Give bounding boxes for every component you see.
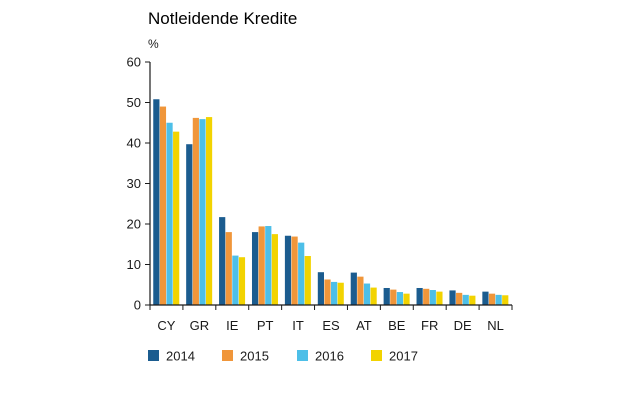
bar-be-2014 xyxy=(383,287,390,305)
bar-it-2015 xyxy=(291,236,298,305)
bar-at-2017 xyxy=(370,287,377,305)
bar-cy-2016 xyxy=(166,122,173,305)
legend-label-2015: 2015 xyxy=(240,349,269,364)
bar-nl-2015 xyxy=(488,293,496,305)
x-tick-label: DE xyxy=(454,318,472,333)
x-tick-label: IT xyxy=(292,318,304,333)
bar-gr-2015 xyxy=(192,117,199,305)
x-tick-label: AT xyxy=(356,318,372,333)
bar-fr-2016 xyxy=(429,290,436,305)
y-axis: 0 10 20 30 40 50 60 xyxy=(127,55,150,313)
bar-cy-2014 xyxy=(153,99,160,305)
x-axis: CY GR IE PT IT ES AT BE FR DE NL xyxy=(149,305,513,333)
bar-it-2017 xyxy=(304,255,311,305)
bar-cy-2017 xyxy=(173,131,180,305)
legend-label-2014: 2014 xyxy=(166,349,195,364)
bar-gr-2014 xyxy=(186,144,193,305)
x-tick-label: BE xyxy=(388,318,406,333)
bar-fr-2014 xyxy=(416,287,423,305)
legend-swatch-2017 xyxy=(371,350,382,361)
bar-ie-2016 xyxy=(232,255,239,305)
bar-ie-2015 xyxy=(225,232,232,305)
x-tick-label: FR xyxy=(421,318,438,333)
y-tick-label: 60 xyxy=(127,55,141,70)
bar-es-2015 xyxy=(324,279,331,305)
bar-fr-2015 xyxy=(423,288,430,305)
bars-group xyxy=(153,99,509,305)
bar-pt-2015 xyxy=(258,226,265,305)
y-tick-label: 40 xyxy=(127,136,141,151)
bar-es-2014 xyxy=(317,272,324,305)
legend-swatch-2015 xyxy=(222,350,233,361)
bar-es-2017 xyxy=(337,282,344,305)
bar-de-2015 xyxy=(456,292,463,305)
y-tick-label: 10 xyxy=(127,257,141,272)
bar-gr-2016 xyxy=(199,119,206,305)
bar-fr-2017 xyxy=(436,291,443,305)
bar-de-2016 xyxy=(462,294,469,305)
bar-at-2014 xyxy=(350,272,357,305)
bar-nl-2017 xyxy=(502,295,509,305)
bar-at-2016 xyxy=(363,283,371,305)
x-tick-label: CY xyxy=(157,318,175,333)
bar-gr-2017 xyxy=(205,117,213,305)
x-tick-label: GR xyxy=(190,318,210,333)
bar-at-2015 xyxy=(357,276,364,305)
legend-label-2017: 2017 xyxy=(389,349,418,364)
x-tick-label: ES xyxy=(322,318,340,333)
y-tick-label: 20 xyxy=(127,217,141,232)
chart-title: Notleidende Kredite xyxy=(148,9,297,28)
bar-pt-2016 xyxy=(265,226,272,305)
legend-swatch-2016 xyxy=(297,350,308,361)
legend-label-2016: 2016 xyxy=(315,349,344,364)
bar-cy-2015 xyxy=(159,106,167,305)
bar-it-2016 xyxy=(298,242,305,305)
bar-it-2014 xyxy=(284,235,292,305)
bar-be-2017 xyxy=(403,293,410,305)
x-tick-label: IE xyxy=(226,318,239,333)
y-axis-unit-label: % xyxy=(148,37,159,51)
bar-es-2016 xyxy=(331,281,338,305)
x-tick-label: NL xyxy=(487,318,504,333)
bar-ie-2017 xyxy=(238,257,246,305)
x-tick-label: PT xyxy=(257,318,274,333)
legend-swatch-2014 xyxy=(148,350,159,361)
legend: 2014 2015 2016 2017 xyxy=(148,349,418,364)
bar-ie-2014 xyxy=(219,217,226,305)
bar-pt-2014 xyxy=(251,232,259,305)
y-tick-label: 50 xyxy=(127,95,141,110)
bar-nl-2016 xyxy=(495,294,502,305)
bar-pt-2017 xyxy=(271,234,278,305)
bar-be-2016 xyxy=(396,292,404,305)
y-tick-label: 30 xyxy=(127,176,141,191)
bar-de-2017 xyxy=(469,295,476,305)
bar-nl-2014 xyxy=(482,291,489,305)
y-tick-label: 0 xyxy=(134,298,141,313)
bar-be-2015 xyxy=(390,289,397,305)
bar-de-2014 xyxy=(449,290,456,305)
axes-lines xyxy=(149,62,512,306)
